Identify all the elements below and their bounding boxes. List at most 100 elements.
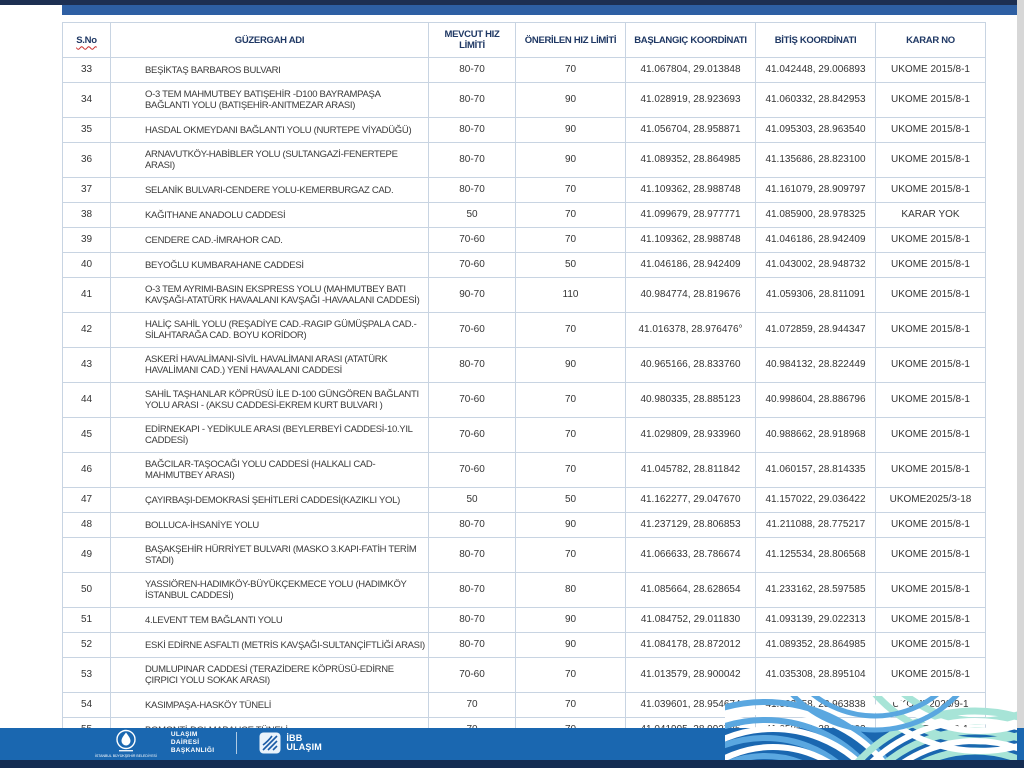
cell-current: 70-60: [428, 252, 516, 278]
table-row: 37 SELANİK BULVARI-CENDERE YOLU-KEMERBURG…: [62, 177, 986, 203]
cell-proposed: 70: [515, 312, 626, 348]
cell-start: 41.039601, 28.954674: [625, 692, 756, 718]
cell-decision: UKOME 2015/8-1: [875, 82, 986, 118]
cell-start: 41.109362, 28.988748: [625, 227, 756, 253]
cell-current: 80-70: [428, 82, 516, 118]
cell-proposed: 70: [515, 692, 626, 718]
cell-end: 41.125534, 28.806568: [755, 537, 876, 573]
cell-end: 41.233162, 28.597585: [755, 572, 876, 608]
cell-proposed: 80: [515, 572, 626, 608]
cell-route: O-3 TEM MAHMUTBEY BATIŞEHİR -D100 BAYRAM…: [110, 82, 429, 118]
cell-current: 80-70: [428, 117, 516, 143]
cell-start: 41.237129, 28.806853: [625, 512, 756, 538]
cell-current: 80-70: [428, 512, 516, 538]
column-header-no: S.No: [62, 22, 111, 58]
cell-no: 35: [62, 117, 111, 143]
table-row: 51 4.LEVENT TEM BAĞLANTI YOLU 80-70 90 41.08…: [62, 607, 986, 633]
cell-route: BEŞİKTAŞ BARBAROS BULVARI: [110, 57, 429, 83]
cell-route: YASSIÖREN-HADIMKÖY-BÜYÜKÇEKMECE YOLU (HA…: [110, 572, 429, 608]
cell-route: O-3 TEM AYRIMI-BASIN EKSPRESS YOLU (MAHM…: [110, 277, 429, 313]
cell-current: 80-70: [428, 537, 516, 573]
footer-navy-strip: [0, 760, 1024, 768]
cell-current: 80-70: [428, 632, 516, 658]
cell-current: 50: [428, 487, 516, 513]
footer-brand-title: İBB ULAŞIM: [286, 734, 322, 752]
cell-decision: UKOME 2015/8-1: [875, 572, 986, 608]
cell-decision: UKOME 2015/8-1: [875, 177, 986, 203]
table-row: 41 O-3 TEM AYRIMI-BASIN EKSPRESS YOLU (MA…: [62, 277, 986, 313]
org-line-1: ULAŞIM: [170, 731, 198, 738]
cell-start: 41.013579, 28.900042: [625, 657, 756, 693]
table-row: 36 ARNAVUTKÖY-HABİBLER YOLU (SULTANGAZİ-F…: [62, 142, 986, 178]
cell-decision: UKOME2023/9-1: [875, 692, 986, 718]
cell-end: 41.085900, 28.978325: [755, 202, 876, 228]
cell-decision: UKOME 2015/8-1: [875, 417, 986, 453]
cell-current: 80-70: [428, 142, 516, 178]
table-row: 44 SAHİL TAŞHANLAR KÖPRÜSÜ İLE D-100 GÜNG…: [62, 382, 986, 418]
cell-no: 46: [62, 452, 111, 488]
cell-route: SAHİL TAŞHANLAR KÖPRÜSÜ İLE D-100 GÜNGÖR…: [110, 382, 429, 418]
table-row: 53 DUMLUPINAR CADDESİ (TERAZİDERE KÖPRÜSÜ…: [62, 657, 986, 693]
table-row: 40 BEYOĞLU KUMBARAHANE CADDESİ 70-60 50 41.0…: [62, 252, 986, 278]
footer-org-title: ULAŞIM DAİRESİ BAŞKANLIĞI: [171, 731, 214, 755]
cell-no: 37: [62, 177, 111, 203]
cell-end: 41.135686, 28.823100: [755, 142, 876, 178]
cell-end: 41.060332, 28.842953: [755, 82, 876, 118]
column-header-decision: KARAR NO: [875, 22, 986, 58]
cell-route: CENDERE CAD.-İMRAHOR CAD.: [110, 227, 429, 253]
table-row: 45 EDİRNEKAPI - YEDİKULE ARASI (BEYLERBEY…: [62, 417, 986, 453]
cell-no: 50: [62, 572, 111, 608]
cell-no: 40: [62, 252, 111, 278]
cell-route: ÇAYIRBAŞI-DEMOKRASİ ŞEHİTLERİ CADDESİ(KA…: [110, 487, 429, 513]
table-row: 38 KAĞITHANE ANADOLU CADDESİ 50 70 41.099679…: [62, 202, 986, 228]
cell-end: 41.035308, 28.895104: [755, 657, 876, 693]
column-header-proposed: ÖNERİLEN HIZ LİMİTİ: [515, 22, 626, 58]
cell-start: 41.028919, 28.923693: [625, 82, 756, 118]
cell-no: 52: [62, 632, 111, 658]
cell-proposed: 70: [515, 452, 626, 488]
cell-start: 41.066633, 28.786674: [625, 537, 756, 573]
cell-decision: UKOME 2015/8-1: [875, 252, 986, 278]
cell-proposed: 90: [515, 512, 626, 538]
table-row: 43 ASKERİ HAVALİMANI-SİVİL HAVALİMANI ARA…: [62, 347, 986, 383]
cell-decision: UKOME 2015/8-1: [875, 117, 986, 143]
cell-route: BAŞAKŞEHİR HÜRRİYET BULVARI (MASKO 3.KAP…: [110, 537, 429, 573]
cell-decision: UKOME 2015/8-1: [875, 312, 986, 348]
cell-proposed: 70: [515, 657, 626, 693]
cell-decision: UKOME 2015/8-1: [875, 537, 986, 573]
cell-route: 4.LEVENT TEM BAĞLANTI YOLU: [110, 607, 429, 633]
table-row: 46 BAĞCILAR-TAŞOCAĞI YOLU CADDESİ (HALKAL…: [62, 452, 986, 488]
cell-route: ESKİ EDİRNE ASFALTI (METRİS KAVŞAĞI-SULT…: [110, 632, 429, 658]
cell-end: 41.046186, 28.942409: [755, 227, 876, 253]
cell-no: 47: [62, 487, 111, 513]
cell-current: 90-70: [428, 277, 516, 313]
cell-decision: UKOME 2015/8-1: [875, 382, 986, 418]
cell-proposed: 70: [515, 382, 626, 418]
cell-proposed: 90: [515, 607, 626, 633]
cell-proposed: 70: [515, 227, 626, 253]
cell-start: 40.965166, 28.833760: [625, 347, 756, 383]
cell-current: 70-60: [428, 312, 516, 348]
cell-start: 41.085664, 28.628654: [625, 572, 756, 608]
top-navy-strip: [0, 0, 1024, 5]
table-row: 33 BEŞİKTAŞ BARBAROS BULVARI 80-70 70 41.067…: [62, 57, 986, 83]
cell-start: 41.056704, 28.958871: [625, 117, 756, 143]
cell-no: 53: [62, 657, 111, 693]
table-row: 50 YASSIÖREN-HADIMKÖY-BÜYÜKÇEKMECE YOLU (…: [62, 572, 986, 608]
cell-proposed: 70: [515, 417, 626, 453]
cell-decision: KARAR YOK: [875, 202, 986, 228]
cell-end: 41.060157, 28.814335: [755, 452, 876, 488]
cell-decision: UKOME 2015/8-1: [875, 277, 986, 313]
page-right-margin: [1017, 0, 1024, 728]
table-row: 34 O-3 TEM MAHMUTBEY BATIŞEHİR -D100 BAYR…: [62, 82, 986, 118]
cell-route: ARNAVUTKÖY-HABİBLER YOLU (SULTANGAZİ-FEN…: [110, 142, 429, 178]
cell-no: 43: [62, 347, 111, 383]
cell-route: KAĞITHANE ANADOLU CADDESİ: [110, 202, 429, 228]
ibb-ulasim-lockup: İBB ULAŞIM: [259, 732, 322, 754]
cell-decision: UKOME2025/3-18: [875, 487, 986, 513]
footer-content: İSTANBUL BÜYÜKŞEHİR BELEDİYESİ ULAŞIM DA…: [95, 728, 322, 758]
cell-current: 50: [428, 202, 516, 228]
cell-proposed: 70: [515, 537, 626, 573]
cell-end: 41.059306, 28.811091: [755, 277, 876, 313]
